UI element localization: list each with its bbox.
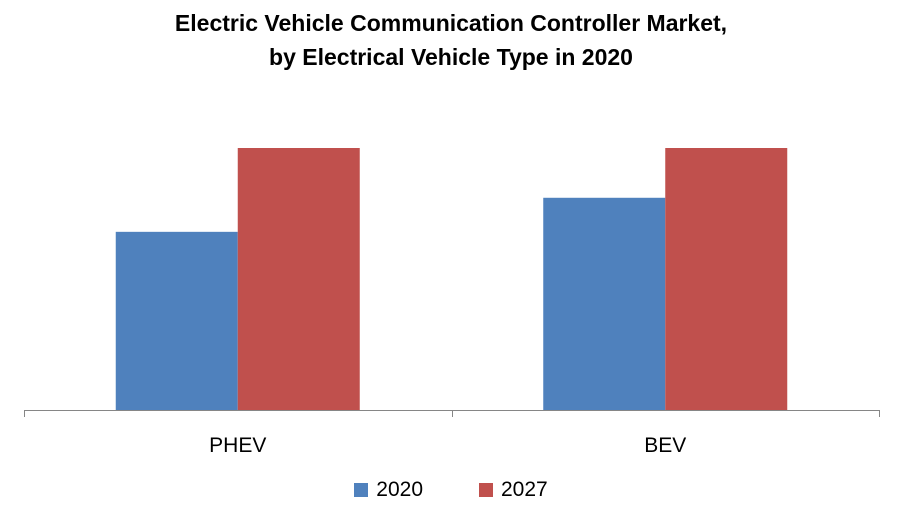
legend-swatch-2020 [354, 483, 369, 497]
chart-title-line-2: by Electrical Vehicle Type in 2020 [269, 44, 633, 70]
legend-label-2020: 2020 [376, 478, 423, 501]
x-tick-label-phev: PHEV [209, 434, 266, 457]
legend-item-2020: 2020 [354, 478, 423, 502]
legend-label-2027: 2027 [501, 478, 548, 501]
chart-title: Electric Vehicle Communication Controlle… [0, 6, 902, 74]
legend-swatch-2027 [479, 483, 493, 497]
chart-legend: 2020 2027 [0, 478, 902, 502]
bar-phev-2027 [237, 148, 360, 410]
bar-bev-2020 [543, 197, 666, 410]
chart-title-line-1: Electric Vehicle Communication Controlle… [174, 10, 728, 36]
bar-phev-2020 [115, 231, 238, 410]
x-tick-label-bev: BEV [644, 434, 686, 457]
bar-bev-2027 [665, 148, 788, 410]
legend-item-2027: 2027 [479, 478, 548, 502]
